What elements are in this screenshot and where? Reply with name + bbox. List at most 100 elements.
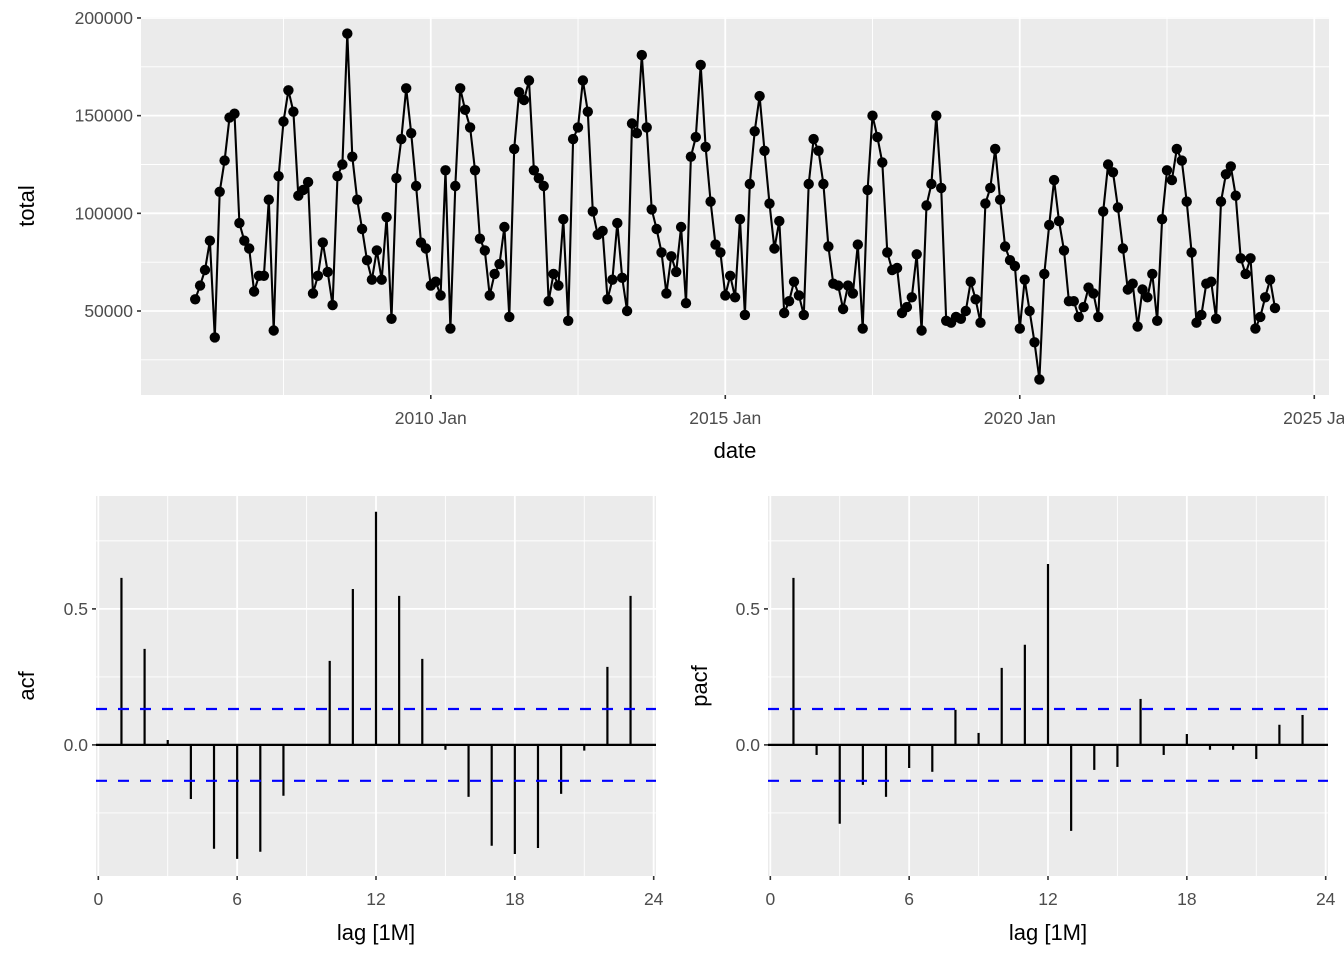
timeseries-point bbox=[1117, 243, 1129, 254]
timeseries-point bbox=[567, 133, 579, 145]
timeseries-point bbox=[700, 141, 711, 153]
timeseries-point bbox=[612, 217, 623, 229]
timeseries-point bbox=[582, 106, 593, 117]
timeseries-point bbox=[1093, 311, 1104, 323]
timeseries-point bbox=[523, 75, 535, 86]
timeseries-point bbox=[901, 301, 913, 313]
timeseries-point bbox=[469, 165, 481, 176]
timeseries-y-tick-label: 200000 bbox=[75, 8, 134, 28]
timeseries-point bbox=[283, 85, 294, 96]
timeseries-point bbox=[617, 272, 628, 283]
timeseries-point bbox=[1098, 206, 1109, 217]
timeseries-point bbox=[538, 180, 549, 192]
timeseries-point bbox=[788, 276, 800, 287]
timeseries-point bbox=[278, 116, 289, 127]
timeseries-point bbox=[720, 290, 731, 301]
timeseries-point bbox=[1058, 245, 1070, 256]
timeseries-point bbox=[190, 294, 201, 305]
timeseries-point bbox=[671, 266, 682, 278]
timeseries-point bbox=[401, 83, 412, 94]
timeseries-point bbox=[307, 288, 319, 299]
timeseries-point bbox=[548, 268, 559, 280]
timeseries-point bbox=[1014, 323, 1025, 334]
timeseries-point bbox=[302, 176, 314, 188]
timeseries-point bbox=[975, 317, 986, 328]
timeseries-point bbox=[1171, 143, 1183, 155]
timeseries-point bbox=[1191, 317, 1202, 328]
timeseries-point bbox=[499, 221, 510, 233]
timeseries-point bbox=[1210, 313, 1222, 324]
timeseries-point bbox=[764, 198, 775, 209]
timeseries-point bbox=[759, 145, 770, 156]
timeseries-point bbox=[391, 173, 402, 184]
timeseries-point bbox=[1166, 174, 1178, 186]
timeseries-point bbox=[798, 309, 809, 321]
timeseries-point bbox=[970, 294, 981, 305]
acf-x-tick-label: 24 bbox=[644, 889, 664, 909]
timeseries-point bbox=[1215, 196, 1227, 207]
timeseries-point bbox=[234, 217, 245, 229]
timeseries-point bbox=[445, 323, 456, 334]
timeseries-point bbox=[430, 276, 441, 287]
timeseries-point bbox=[916, 325, 927, 336]
timeseries-point bbox=[464, 122, 476, 133]
timeseries-point bbox=[1176, 155, 1188, 166]
timeseries-point bbox=[509, 143, 520, 155]
timeseries-point bbox=[459, 104, 471, 116]
timeseries-point bbox=[1073, 311, 1084, 323]
timeseries-point bbox=[410, 180, 422, 192]
timeseries-point bbox=[882, 247, 893, 258]
acf-x-axis-title: lag [1M] bbox=[337, 920, 415, 945]
timeseries-panel: 50000 100000 150000 200000 2010 Jan 2015 Jan 2… bbox=[75, 8, 1344, 428]
timeseries-point bbox=[999, 241, 1011, 252]
timeseries-point bbox=[474, 233, 486, 244]
timeseries-point bbox=[690, 131, 701, 143]
timeseries-point bbox=[1068, 296, 1080, 307]
timeseries-point bbox=[862, 184, 873, 196]
timeseries-point bbox=[258, 270, 270, 281]
timeseries-point bbox=[219, 155, 230, 166]
timeseries-point bbox=[715, 247, 726, 258]
timeseries-point bbox=[852, 239, 863, 250]
timeseries-point bbox=[1250, 323, 1261, 334]
timeseries-point bbox=[1255, 311, 1266, 323]
timeseries-point bbox=[931, 110, 942, 121]
timeseries-point bbox=[342, 28, 353, 39]
timeseries-point bbox=[577, 75, 589, 86]
timeseries-point bbox=[1260, 292, 1271, 303]
timeseries-point bbox=[248, 286, 260, 297]
timeseries-point bbox=[872, 131, 883, 143]
timeseries-point bbox=[513, 87, 525, 98]
timeseries-point bbox=[685, 151, 697, 162]
timeseries-point bbox=[1053, 215, 1065, 227]
timeseries-point bbox=[489, 268, 500, 280]
timeseries-point bbox=[381, 212, 392, 223]
timeseries-point bbox=[533, 173, 544, 184]
timeseries-point bbox=[710, 239, 721, 250]
timeseries-point bbox=[739, 309, 751, 321]
timeseries-point bbox=[847, 288, 859, 299]
timeseries-point bbox=[504, 311, 515, 323]
pacf-panel: 0.0 0.5 0 6 12 18 24 bbox=[736, 496, 1336, 909]
timeseries-point bbox=[1240, 268, 1251, 280]
timeseries-point bbox=[779, 307, 790, 319]
timeseries-point bbox=[288, 106, 299, 117]
timeseries-x-axis-title: date bbox=[714, 438, 757, 463]
timeseries-point bbox=[366, 274, 378, 285]
timeseries-point bbox=[376, 274, 387, 285]
timeseries-point bbox=[1107, 167, 1119, 178]
timeseries-point bbox=[484, 290, 495, 301]
timeseries-point bbox=[371, 245, 382, 256]
timeseries-point bbox=[553, 280, 564, 291]
timeseries-point bbox=[528, 165, 540, 176]
timeseries-point bbox=[263, 194, 274, 205]
timeseries-y-axis-title: total bbox=[14, 185, 39, 227]
timeseries-point bbox=[332, 171, 343, 182]
timeseries-point bbox=[1009, 260, 1021, 272]
timeseries-point bbox=[386, 313, 397, 324]
timeseries-point bbox=[455, 83, 466, 94]
timeseries-point bbox=[1235, 253, 1246, 264]
timeseries-point bbox=[857, 323, 868, 334]
timeseries-point bbox=[337, 159, 348, 170]
timeseries-point bbox=[1220, 169, 1232, 180]
